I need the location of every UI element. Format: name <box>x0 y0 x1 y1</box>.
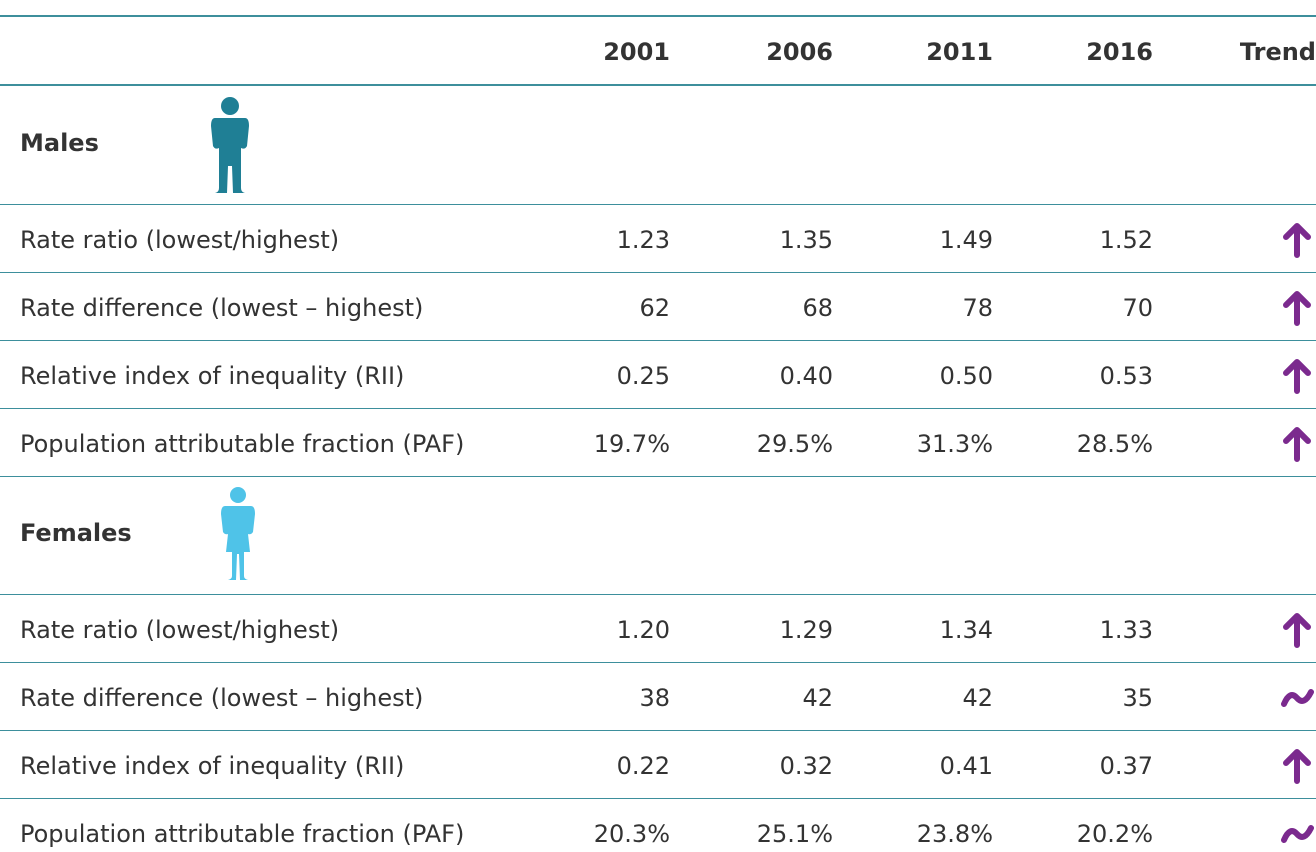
column-header: Trend <box>1239 38 1316 66</box>
row-divider <box>0 730 1316 731</box>
cell-value: 35 <box>1122 684 1153 712</box>
trend-flat-icon <box>1281 825 1314 843</box>
row-divider <box>0 476 1316 477</box>
column-header: 2011 <box>926 38 993 66</box>
cell-value: 70 <box>1122 294 1153 322</box>
row-divider <box>0 340 1316 341</box>
row-divider <box>0 662 1316 663</box>
cell-value: 25.1% <box>756 820 833 848</box>
cell-value: 20.3% <box>593 820 670 848</box>
section-label: Females <box>20 519 132 547</box>
row-label: Population attributable fraction (PAF) <box>20 430 465 458</box>
cell-value: 1.29 <box>779 616 833 644</box>
cell-value: 42 <box>962 684 993 712</box>
row-label: Relative index of inequality (RII) <box>20 362 405 390</box>
section-label: Males <box>20 129 99 157</box>
cell-value: 20.2% <box>1076 820 1153 848</box>
cell-value: 29.5% <box>756 430 833 458</box>
row-label: Relative index of inequality (RII) <box>20 752 405 780</box>
trend-up-arrow <box>1283 749 1311 784</box>
trend-up-arrow <box>1283 359 1311 394</box>
cell-value: 1.35 <box>779 226 833 254</box>
cell-value: 0.41 <box>939 752 993 780</box>
row-divider <box>0 798 1316 799</box>
trend-up-arrow <box>1283 427 1311 462</box>
cell-value: 0.40 <box>779 362 833 390</box>
column-header: 2016 <box>1086 38 1153 66</box>
cell-value: 0.37 <box>1099 752 1153 780</box>
cell-value: 1.52 <box>1099 226 1153 254</box>
column-header: 2006 <box>766 38 833 66</box>
column-header: 2001 <box>603 38 670 66</box>
cell-value: 31.3% <box>916 430 993 458</box>
cell-value: 0.50 <box>939 362 993 390</box>
row-label: Rate ratio (lowest/highest) <box>20 226 340 254</box>
cell-value: 68 <box>802 294 833 322</box>
cell-value: 1.34 <box>939 616 993 644</box>
trend-up-arrow <box>1283 223 1311 258</box>
male-icon <box>211 97 249 193</box>
cell-value: 0.25 <box>616 362 670 390</box>
row-divider <box>0 15 1316 17</box>
row-divider <box>0 84 1316 86</box>
cell-value: 0.53 <box>1099 362 1153 390</box>
cell-value: 1.33 <box>1099 616 1153 644</box>
cell-value: 62 <box>639 294 670 322</box>
row-label: Rate ratio (lowest/highest) <box>20 616 340 644</box>
cell-value: 1.23 <box>616 226 670 254</box>
row-label: Rate difference (lowest – highest) <box>20 684 424 712</box>
trend-up-arrow <box>1283 613 1311 648</box>
cell-value: 0.32 <box>779 752 833 780</box>
cell-value: 1.49 <box>939 226 993 254</box>
row-label: Population attributable fraction (PAF) <box>20 820 465 848</box>
row-divider <box>0 204 1316 205</box>
cell-value: 23.8% <box>916 820 993 848</box>
female-icon <box>221 487 255 580</box>
row-divider <box>0 594 1316 595</box>
row-divider <box>0 272 1316 273</box>
cell-value: 1.20 <box>616 616 670 644</box>
trend-up-arrow <box>1283 291 1311 326</box>
cell-value: 19.7% <box>593 430 670 458</box>
row-label: Rate difference (lowest – highest) <box>20 294 424 322</box>
cell-value: 0.22 <box>616 752 670 780</box>
cell-value: 78 <box>962 294 993 322</box>
cell-value: 28.5% <box>1076 430 1153 458</box>
cell-value: 42 <box>802 684 833 712</box>
trend-flat-icon <box>1281 689 1314 707</box>
cell-value: 38 <box>639 684 670 712</box>
row-divider <box>0 408 1316 409</box>
